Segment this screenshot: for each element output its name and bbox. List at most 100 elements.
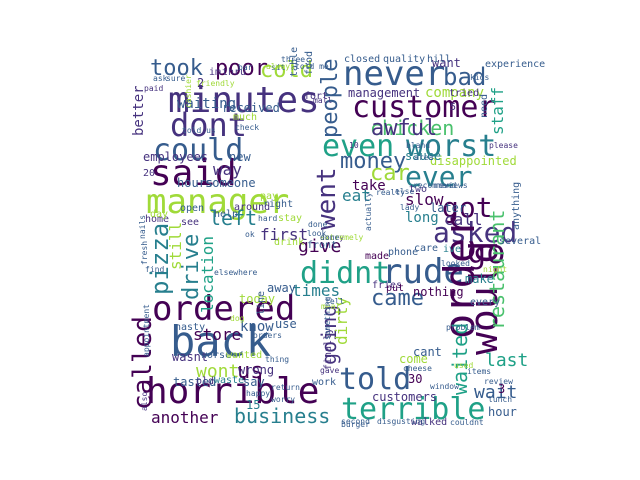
cloud-word: need — [479, 94, 490, 118]
cloud-word: times — [292, 281, 340, 300]
cloud-word: later — [430, 201, 466, 215]
cloud-word: every — [470, 297, 500, 308]
cloud-word: area — [414, 153, 433, 162]
cloud-word: going — [317, 305, 341, 365]
cloud-word: car — [370, 161, 410, 186]
cloud-word: wont — [196, 361, 239, 382]
cloud-word: find — [145, 265, 164, 274]
cloud-word: extremely — [320, 233, 364, 242]
cloud-word: could — [153, 133, 243, 168]
cloud-word: staff — [488, 87, 507, 135]
cloud-word: wrong — [238, 363, 274, 377]
cloud-word: else — [395, 187, 414, 196]
cloud-word: awful — [371, 116, 437, 141]
cloud-word: sorry — [320, 233, 344, 242]
cloud-word: didnt — [300, 256, 390, 291]
cloud-word: done — [320, 233, 339, 242]
cloud-word: hour — [488, 405, 517, 419]
cloud-word: told me — [295, 62, 329, 71]
cloud-word: check — [235, 123, 259, 132]
cloud-word: see — [181, 217, 199, 228]
cloud-word: items — [467, 367, 491, 376]
cloud-word: long — [405, 210, 439, 226]
cloud-word: come — [399, 352, 428, 366]
cloud-word: worse — [201, 350, 231, 361]
cloud-word: something — [323, 296, 332, 340]
cloud-word: three — [281, 55, 305, 64]
cloud-word: 3 — [498, 382, 505, 396]
cloud-word: use — [275, 317, 297, 331]
cloud-word: 30 — [408, 372, 422, 386]
cloud-word: phone — [388, 247, 418, 258]
cloud-word: put — [386, 283, 404, 294]
cloud-word: bad — [443, 63, 486, 91]
cloud-word: tried — [449, 88, 479, 99]
cloud-word: terrible — [341, 392, 486, 427]
cloud-word: company — [425, 85, 484, 101]
cloud-word: looked — [441, 259, 470, 268]
cloud-word: say — [243, 375, 265, 389]
cloud-word: left — [209, 206, 257, 230]
cloud-word: better — [131, 85, 147, 136]
cloud-word: waited — [448, 323, 472, 395]
cloud-word: 2 — [197, 76, 204, 90]
cloud-word: went — [312, 167, 342, 230]
cloud-word: worry — [271, 395, 295, 404]
cloud-word: friendly — [196, 79, 235, 88]
cloud-word: nothing — [413, 285, 464, 299]
cloud-word: wanted — [226, 350, 262, 361]
cloud-word: problem — [446, 323, 480, 332]
cloud-word: experience — [485, 59, 545, 70]
cloud-word: mall — [313, 96, 332, 105]
cloud-word: review — [484, 377, 513, 386]
cloud-word: sit — [271, 63, 286, 72]
cloud-word: restaurant — [485, 210, 509, 330]
cloud-word: ask — [153, 74, 168, 83]
cloud-word: fries — [372, 280, 402, 291]
cloud-word: front — [307, 240, 337, 251]
cloud-word: recommend — [413, 181, 457, 190]
cloud-word: said — [150, 153, 237, 194]
cloud-word: eat — [342, 186, 371, 205]
cloud-word: done — [308, 220, 327, 229]
cloud-word: today — [239, 292, 275, 306]
cloud-word: line — [256, 291, 267, 315]
cloud-word: meal — [321, 302, 340, 311]
cloud-word: appointment — [142, 304, 151, 357]
cloud-word: anything — [511, 182, 522, 230]
cloud-word: chicken — [370, 116, 454, 140]
cloud-word: dog — [230, 314, 245, 323]
cloud-word: would — [462, 241, 506, 355]
cloud-word: walked — [411, 417, 447, 428]
cloud-word: location — [198, 236, 217, 313]
cloud-word: hill — [427, 54, 451, 65]
cloud-word: fresh — [140, 241, 149, 265]
cloud-word: new — [229, 150, 251, 164]
cloud-word: gave — [320, 366, 339, 375]
cloud-word: employees — [143, 150, 208, 164]
cloud-word: lunch — [488, 395, 512, 404]
cloud-word: order — [435, 213, 484, 339]
cloud-word: sure — [166, 74, 185, 83]
cloud-word: waste — [214, 375, 244, 386]
cloud-word: pay — [260, 191, 278, 202]
cloud-word: happy — [246, 389, 270, 398]
cloud-word: old — [196, 376, 214, 387]
cloud-word: someone — [205, 176, 256, 190]
cloud-word: thing — [265, 355, 289, 364]
cloud-word: burger — [341, 420, 370, 429]
cloud-word: wait — [474, 382, 517, 403]
cloud-word: lady — [400, 203, 419, 212]
cloud-word: care — [414, 243, 438, 254]
cloud-word: window — [430, 382, 459, 391]
cloud-word: ive — [443, 244, 461, 255]
cloud-word: second — [341, 417, 370, 426]
cloud-word: home — [145, 214, 169, 225]
cloud-word: ever — [405, 160, 472, 193]
cloud-word: actually — [364, 192, 373, 231]
cloud-word: take — [352, 178, 386, 194]
cloud-word: stay — [278, 213, 302, 224]
cloud-word: tasted — [173, 375, 216, 389]
cloud-word: 20 — [143, 168, 155, 179]
cloud-word: got — [442, 191, 493, 224]
